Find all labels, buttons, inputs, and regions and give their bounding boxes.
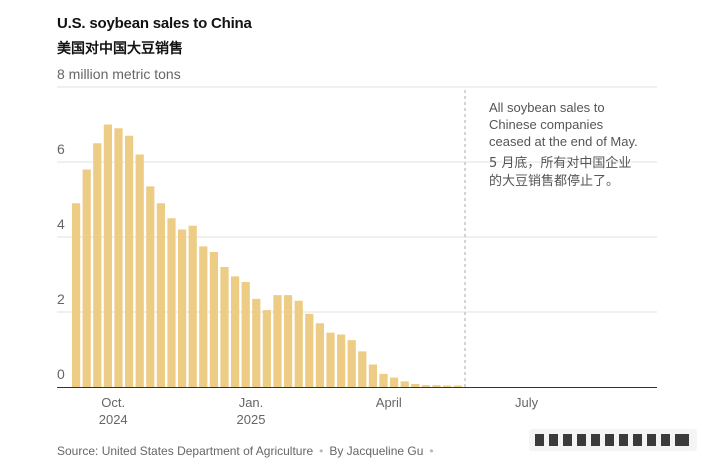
annotation-text-zh: 的大豆销售都停止了。: [489, 173, 619, 189]
footer-separator-end: •: [429, 444, 434, 458]
bar: [93, 143, 102, 387]
bar: [103, 124, 112, 387]
bar: [82, 169, 91, 387]
y-tick-label: 2: [57, 291, 65, 307]
watermark-glyph: [605, 434, 614, 446]
bar-layer: [72, 124, 462, 387]
bar: [432, 385, 441, 387]
watermark-glyph: [647, 434, 656, 446]
bar: [358, 351, 367, 387]
watermark-logo: [529, 429, 697, 451]
chart-subtitle: 美国对中国大豆销售: [57, 41, 183, 57]
bar: [114, 128, 123, 387]
y-tick-label: 6: [57, 141, 65, 157]
bar: [411, 384, 420, 387]
soybean-bar-chart: 0 2 4 6 8 million metric tons Oct. 2024 Jan. 202…: [57, 66, 657, 427]
watermark-glyph: [535, 434, 544, 446]
bar: [188, 225, 197, 387]
bar: [305, 313, 314, 387]
bar: [421, 385, 430, 387]
bar: [368, 364, 377, 387]
bar: [337, 334, 346, 387]
x-tick-label: Jan.: [239, 395, 264, 410]
axis-layer: 0 2 4 6 8 million metric tons Oct. 2024 Jan. 202…: [57, 66, 657, 427]
annotation-layer: All soybean sales to Chinese companies cea…: [464, 90, 638, 387]
bar: [220, 267, 229, 387]
bar: [231, 276, 240, 387]
bar: [209, 252, 218, 387]
x-tick-year-label: 2025: [237, 412, 266, 427]
bar: [294, 300, 303, 387]
annotation-text-en: All soybean sales to: [489, 100, 605, 115]
bar: [390, 377, 399, 387]
bar: [379, 373, 388, 387]
bar: [146, 186, 155, 387]
bar: [241, 282, 250, 387]
x-tick-label: April: [376, 395, 402, 410]
watermark-glyphs: [535, 434, 689, 446]
annotation-text-zh: 5 月底，所有对中国企业: [489, 155, 631, 171]
bar: [135, 154, 144, 387]
x-tick-label: Oct.: [101, 395, 125, 410]
footer: Source: United States Department of Agri…: [57, 444, 440, 458]
bar: [273, 295, 282, 387]
bar: [315, 323, 324, 387]
y-tick-label: 0: [57, 366, 65, 382]
annotation-text-en: ceased at the end of May.: [489, 134, 638, 149]
bar: [252, 298, 261, 387]
watermark-glyph: [591, 434, 600, 446]
bar: [284, 295, 293, 387]
x-tick-label: July: [515, 395, 539, 410]
bar: [156, 203, 165, 387]
watermark-glyph: [675, 434, 689, 446]
bar: [453, 385, 462, 387]
x-tick-year-label: 2024: [99, 412, 128, 427]
bar: [167, 218, 176, 387]
watermark-glyph: [633, 434, 642, 446]
annotation-text-en: Chinese companies: [489, 117, 604, 132]
chart-title: U.S. soybean sales to China: [57, 15, 252, 32]
bar: [262, 310, 271, 387]
bar: [326, 332, 335, 387]
bar: [72, 203, 81, 387]
bar: [178, 229, 187, 387]
y-tick-label: 8 million metric tons: [57, 66, 181, 82]
watermark-glyph: [619, 434, 628, 446]
y-tick-label: 4: [57, 216, 65, 232]
source-credit: Source: United States Department of Agri…: [57, 444, 314, 458]
bar: [400, 381, 409, 387]
watermark-glyph: [549, 434, 558, 446]
bar: [443, 385, 452, 387]
watermark-glyph: [563, 434, 572, 446]
bar: [347, 340, 356, 387]
bar: [199, 246, 208, 387]
footer-separator: •: [319, 444, 324, 458]
bar: [125, 135, 134, 387]
watermark-glyph: [661, 434, 670, 446]
byline: By Jacqueline Gu: [329, 444, 424, 458]
watermark-glyph: [577, 434, 586, 446]
